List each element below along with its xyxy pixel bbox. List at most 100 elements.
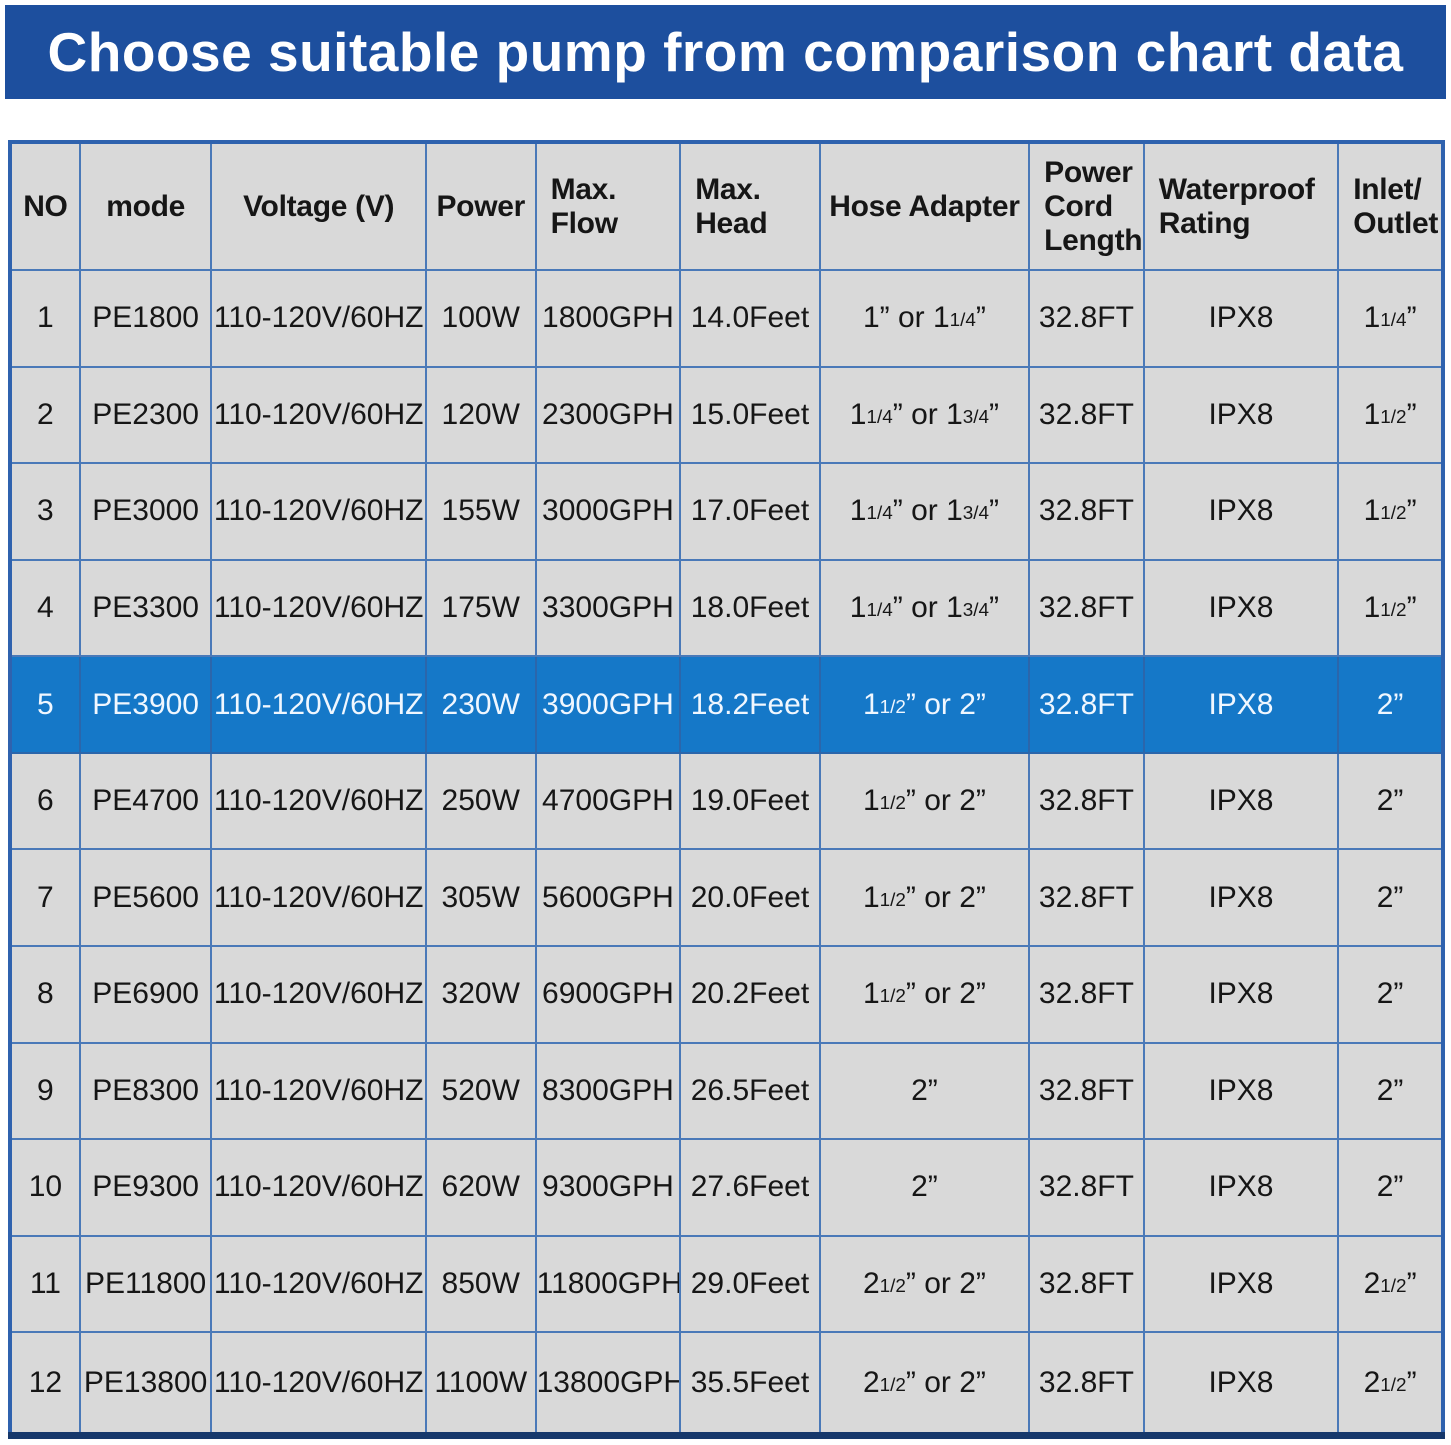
table-cell: 3300GPH [534, 558, 682, 658]
table-cell: PE3900 [78, 655, 213, 754]
table-cell: 29.0Feet [679, 1234, 821, 1334]
table-cell: 21/2” [1337, 1331, 1444, 1437]
title-banner: Choose suitable pump from comparison cha… [5, 5, 1446, 99]
table-cell: 11/4” or 13/4” [818, 365, 1031, 465]
column-header: Voltage (V) [210, 141, 427, 271]
table-row: 6 PE4700 110-120V/60HZ 250W 4700GPH 19.0Feet 1… [9, 751, 1444, 851]
fraction-text: 1/4 [949, 310, 976, 332]
table-cell: 14.0Feet [679, 269, 821, 368]
table-cell: 2” [818, 1138, 1031, 1237]
table-cell: 21/2” or 2” [818, 1234, 1031, 1334]
table-cell: PE8300 [78, 1041, 213, 1141]
table-cell: 3000GPH [534, 462, 682, 561]
table-cell: 100W [424, 269, 537, 368]
table-cell: 20.2Feet [679, 944, 821, 1044]
fraction-text: 3/4 [962, 406, 990, 428]
pump-comparison-table: NO mode Voltage (V) Power Max. Flow Max. Head… [8, 140, 1445, 1439]
table-cell: 13800GPH [534, 1331, 682, 1437]
table-row: 8 PE6900 110-120V/60HZ 320W 6900GPH 20.2Feet 1… [9, 944, 1444, 1044]
table-cell: 11/4” [1337, 269, 1444, 368]
table-row: 1 PE1800 110-120V/60HZ 100W 1800GPH 14.0Feet 1… [9, 269, 1444, 368]
table-cell: 15.0Feet [679, 365, 821, 465]
fraction-text: 1/2 [1380, 1374, 1407, 1396]
table-cell: 2300GPH [534, 365, 682, 465]
table-cell: 110-120V/60HZ [210, 462, 427, 561]
table-cell: PE6900 [78, 944, 213, 1044]
table-cell: 11/2” or 2” [818, 655, 1031, 754]
column-header: Waterproof Rating [1142, 141, 1340, 271]
table-cell: 230W [424, 655, 537, 754]
header-row: NO mode Voltage (V) Power Max. Flow Max. Head… [9, 141, 1444, 271]
table-cell: 32.8FT [1028, 462, 1145, 561]
table-cell: PE9300 [78, 1138, 213, 1237]
table-cell: 110-120V/60HZ [210, 944, 427, 1044]
table-cell: 32.8FT [1028, 848, 1145, 947]
table-cell: 5600GPH [534, 848, 682, 947]
table-cell: 32.8FT [1028, 558, 1145, 658]
fraction-text: 1/4 [866, 503, 893, 525]
fraction-text: 1/2 [879, 889, 906, 911]
table-cell: 32.8FT [1028, 1331, 1145, 1437]
table-cell: 18.2Feet [679, 655, 821, 754]
table-cell: PE13800 [78, 1331, 213, 1437]
table-cell: 4700GPH [534, 751, 682, 851]
table-cell: 1800GPH [534, 269, 682, 368]
table-cell: 7 [9, 848, 81, 947]
column-header: Max. Flow [534, 141, 682, 271]
table-cell: 110-120V/60HZ [210, 1331, 427, 1437]
table-cell: 110-120V/60HZ [210, 848, 427, 947]
table-cell: 2” [1337, 1138, 1444, 1237]
table-cell: 32.8FT [1028, 751, 1145, 851]
table-cell: 11/2” or 2” [818, 944, 1031, 1044]
table-cell: 110-120V/60HZ [210, 558, 427, 658]
column-header: mode [78, 141, 213, 271]
table-row: 9 PE8300 110-120V/60HZ 520W 8300GPH 26.5Feet 2… [9, 1041, 1444, 1141]
table-body: 1 PE1800 110-120V/60HZ 100W 1800GPH 14.0Feet 1… [9, 269, 1444, 1437]
table-cell: 110-120V/60HZ [210, 1138, 427, 1237]
table-cell: IPX8 [1142, 462, 1340, 561]
column-header: Hose Adapter [818, 141, 1031, 271]
table-cell: 110-120V/60HZ [210, 365, 427, 465]
fraction-text: 1/2 [879, 696, 906, 718]
table-cell: 11800GPH [534, 1234, 682, 1334]
table-cell: 19.0Feet [679, 751, 821, 851]
fraction-text: 1/2 [1380, 406, 1407, 428]
table-cell: 2” [1337, 944, 1444, 1044]
table-row-highlighted: 5 PE3900 110-120V/60HZ 230W 3900GPH 18.2Feet 1… [9, 655, 1444, 754]
table-cell: 2” [1337, 751, 1444, 851]
table-cell: 850W [424, 1234, 537, 1334]
fraction-text: 1/4 [1380, 310, 1407, 332]
table-cell: IPX8 [1142, 1331, 1340, 1437]
table-cell: 27.6Feet [679, 1138, 821, 1237]
table-cell: 2 [9, 365, 81, 465]
table-cell: 10 [9, 1138, 81, 1237]
page-title: Choose suitable pump from comparison cha… [47, 21, 1404, 83]
table-cell: PE2300 [78, 365, 213, 465]
table-cell: 250W [424, 751, 537, 851]
table-cell: 20.0Feet [679, 848, 821, 947]
fraction-text: 1/4 [866, 406, 893, 428]
table-cell: PE3000 [78, 462, 213, 561]
fraction-text: 1/4 [866, 599, 893, 621]
table-cell: 110-120V/60HZ [210, 655, 427, 754]
table-cell: 32.8FT [1028, 1138, 1145, 1237]
table-cell: IPX8 [1142, 1138, 1340, 1237]
table-row: 12 PE13800 110-120V/60HZ 1100W 13800GPH 35.5F… [9, 1331, 1444, 1437]
table-cell: 11/2” or 2” [818, 848, 1031, 947]
table-cell: 1” or 11/4” [818, 269, 1031, 368]
table-cell: 305W [424, 848, 537, 947]
table-cell: 2” [818, 1041, 1031, 1141]
table-cell: 110-120V/60HZ [210, 269, 427, 368]
table-cell: 8 [9, 944, 81, 1044]
fraction-text: 1/2 [879, 986, 906, 1008]
table-cell: 21/2” or 2” [818, 1331, 1031, 1437]
column-header: NO [9, 141, 81, 271]
table-row: 10 PE9300 110-120V/60HZ 620W 9300GPH 27.6Feet… [9, 1138, 1444, 1237]
table-cell: 11/4” or 13/4” [818, 558, 1031, 658]
table-cell: 6900GPH [534, 944, 682, 1044]
table-cell: 32.8FT [1028, 365, 1145, 465]
table-cell: 32.8FT [1028, 655, 1145, 754]
fraction-text: 1/2 [1380, 503, 1407, 525]
table-cell: 35.5Feet [679, 1331, 821, 1437]
table-cell: 11/2” [1337, 558, 1444, 658]
